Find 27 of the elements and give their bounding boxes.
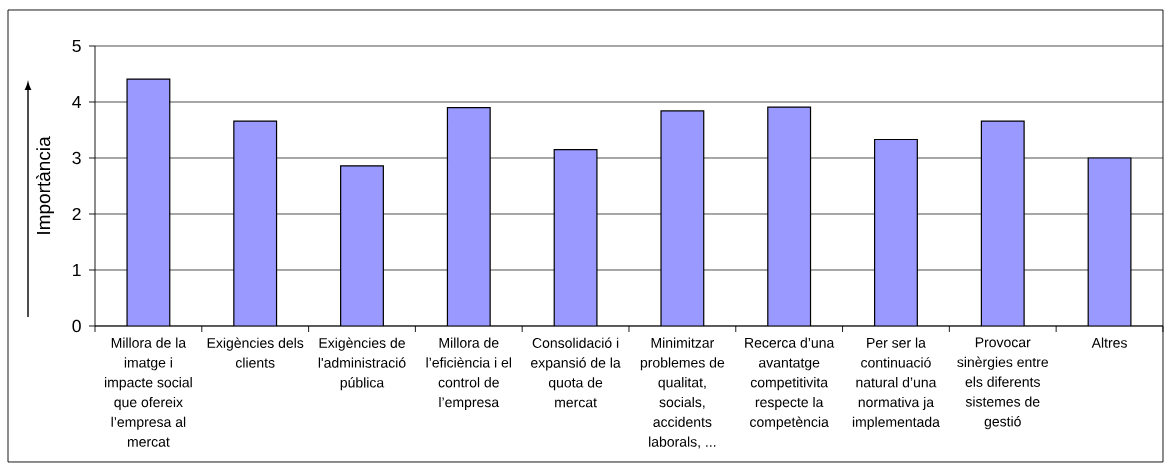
y-tick-label: 2 (72, 207, 81, 221)
bar (981, 121, 1025, 326)
x-tick-label: Minimitzar problemes de qualitat, socials, accidents laborals, ... (640, 337, 725, 449)
bar (554, 149, 597, 326)
y-tick-label: 4 (72, 95, 81, 109)
bar (447, 107, 491, 326)
x-tick-label: Per ser la continuació natural d’una normativa ja implementada (852, 337, 940, 430)
y-tick-label: 0 (72, 319, 81, 333)
y-axis-title: Importància (36, 136, 54, 234)
y-tick-label: 1 (73, 263, 81, 277)
x-tick-label: Recerca d’una avantatge competitivita respecte la competència (745, 337, 835, 430)
bar (767, 107, 811, 326)
x-tick-label: Altres (1091, 337, 1127, 348)
bar (340, 165, 384, 326)
x-tick-label: Millora de l’eficiència i el control de l’empresa (426, 337, 511, 410)
x-tick-label: Provocar sinèrgies entre els diferents sistemes de gestió (957, 337, 1049, 430)
bar (127, 79, 170, 326)
bar (1087, 157, 1132, 326)
y-tick-label: 3 (72, 151, 81, 165)
x-tick-label: Millora de la imatge i impacte social que ofereix l’empresa al mercat (104, 337, 192, 447)
bar (233, 121, 277, 326)
x-tick-label: Exigències dels clients (207, 337, 304, 368)
x-tick-label: Exigències de l'administració pública (318, 337, 406, 391)
x-tick-label: Consolidació i expansió de la quota de mercat (531, 337, 621, 408)
y-tick-label: 5 (72, 39, 81, 53)
bar (661, 110, 704, 326)
bar (874, 139, 918, 326)
